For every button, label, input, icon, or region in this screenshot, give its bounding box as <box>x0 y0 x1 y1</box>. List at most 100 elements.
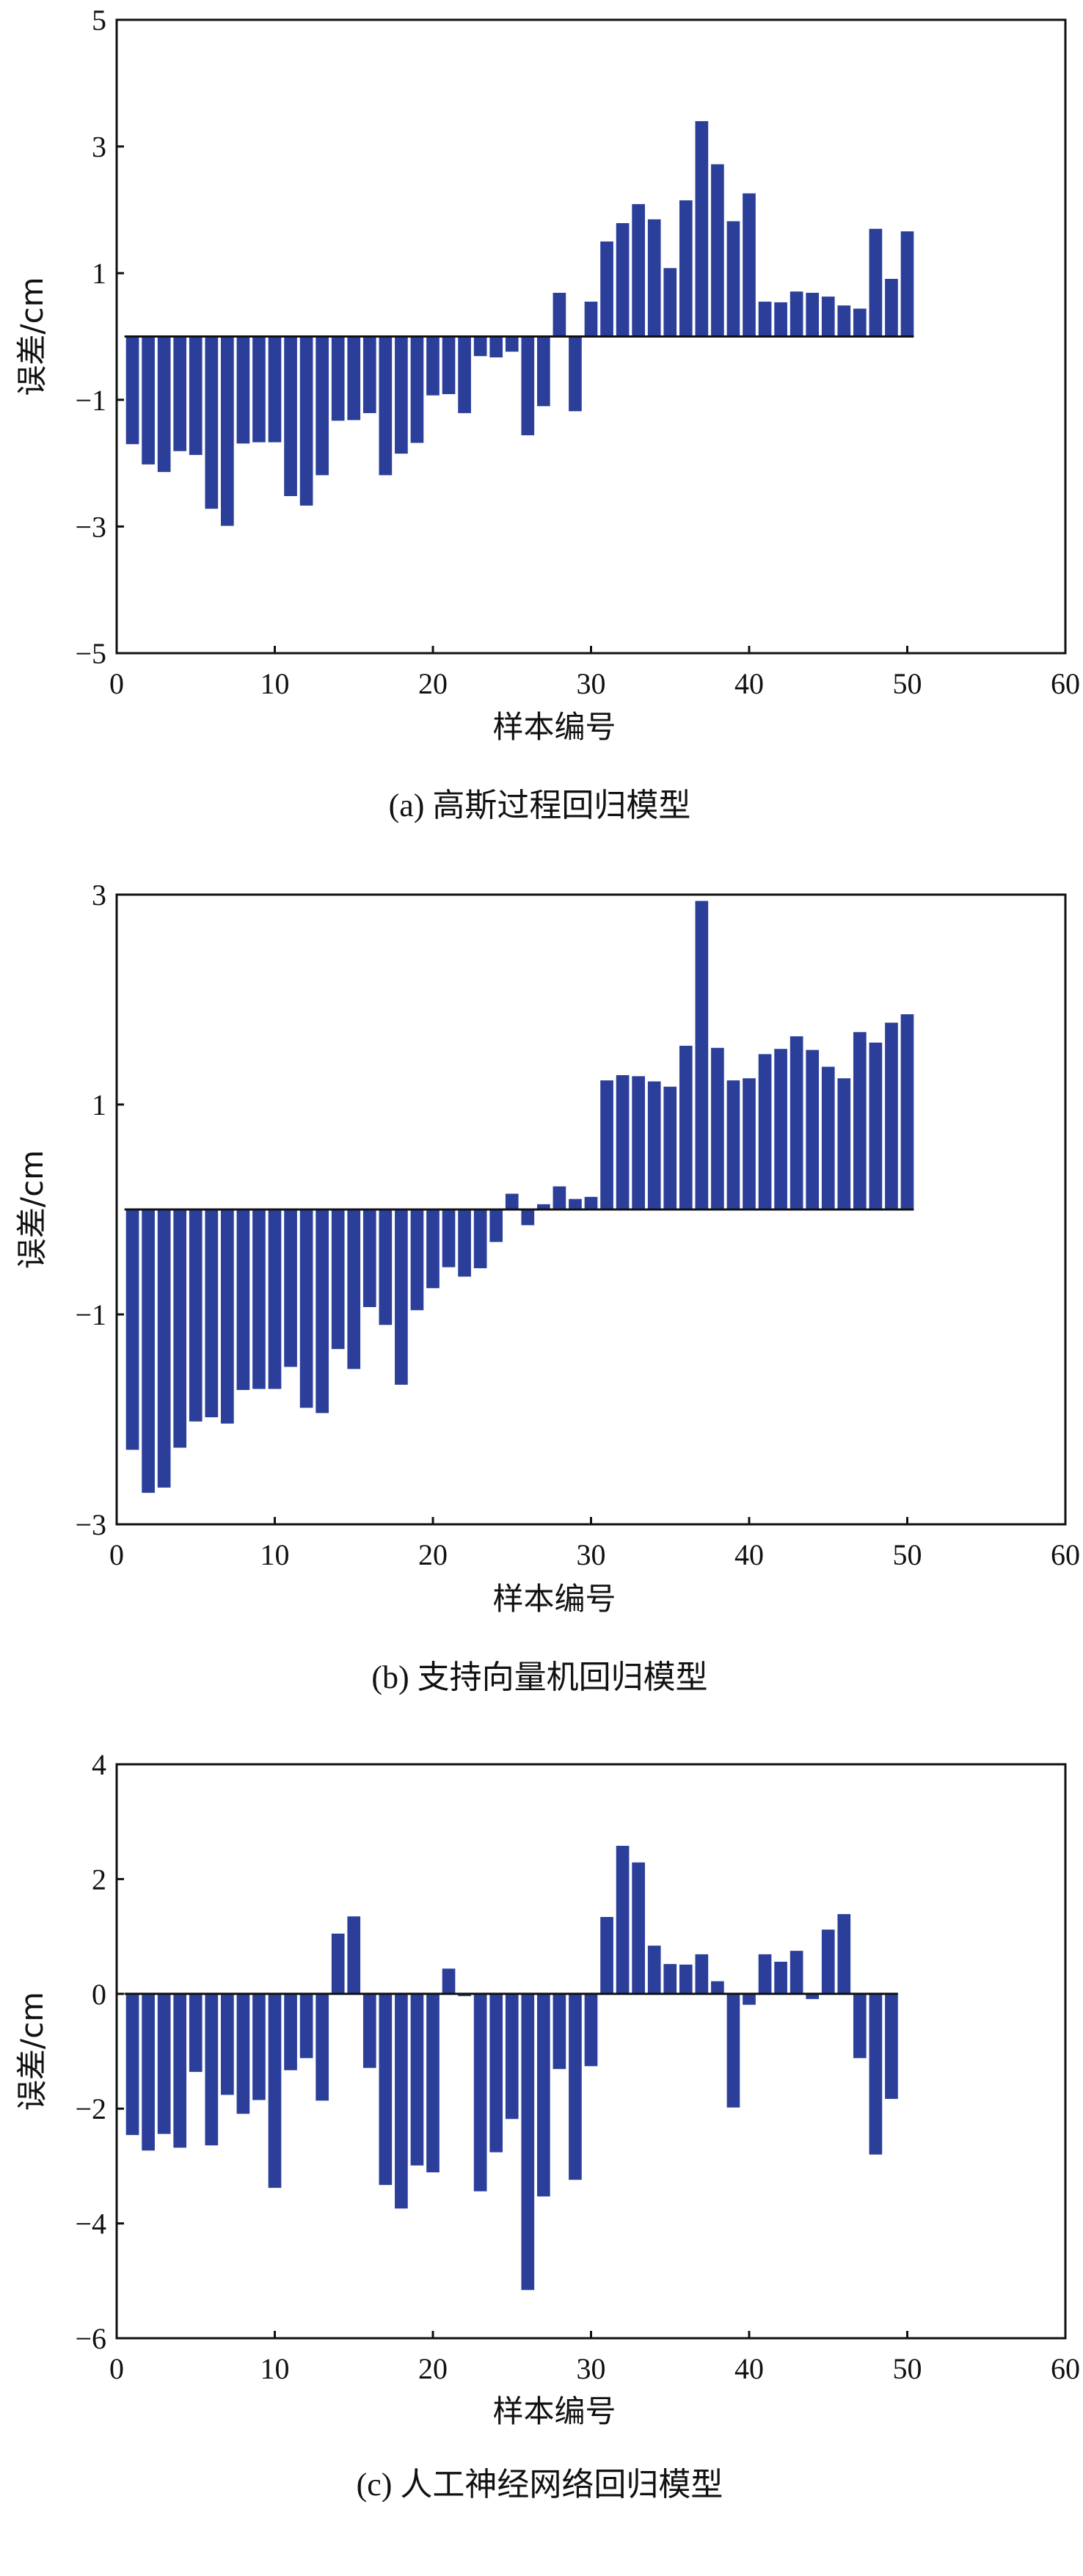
bar <box>299 1209 313 1408</box>
bar <box>743 1078 756 1209</box>
bar <box>837 1914 851 1994</box>
bar <box>236 1209 250 1390</box>
bar <box>395 1993 408 2209</box>
bar <box>790 291 803 337</box>
bar <box>695 900 709 1209</box>
bar <box>663 268 677 337</box>
bar <box>726 1080 740 1209</box>
bar <box>458 1209 471 1277</box>
x-tick-label: 0 <box>109 667 124 700</box>
bar <box>125 1209 139 1450</box>
y-tick-label: −3 <box>75 510 106 543</box>
y-axis-label: 误差/cm <box>14 1992 50 2111</box>
y-tick-label: −5 <box>75 637 106 670</box>
y-tick-label: 4 <box>92 1748 106 1781</box>
y-axis-label: 误差/cm <box>14 1150 50 1269</box>
bar <box>395 1209 408 1385</box>
bar <box>726 221 740 337</box>
bar <box>189 1209 203 1422</box>
bar <box>331 1209 345 1350</box>
y-axis-label: 误差/cm <box>14 277 50 396</box>
bar <box>869 1993 883 2155</box>
bar <box>125 336 139 445</box>
bar <box>331 336 345 421</box>
y-tick-label: −1 <box>75 1298 106 1331</box>
chart-caption: (a) 高斯过程回归模型 <box>389 787 691 823</box>
bar <box>553 292 566 337</box>
x-tick-label: 30 <box>577 2352 606 2385</box>
bar <box>125 1993 139 2136</box>
bar <box>695 121 709 337</box>
bar <box>679 1045 693 1209</box>
bar <box>473 1993 487 2191</box>
bar <box>410 1993 424 2166</box>
bar <box>790 1951 803 1994</box>
bar <box>743 193 756 337</box>
bar <box>362 336 376 413</box>
bar <box>347 336 361 421</box>
x-tick-label: 50 <box>893 2352 922 2385</box>
bar <box>142 336 155 465</box>
bar <box>236 336 250 444</box>
y-tick-label: 5 <box>92 4 106 37</box>
bar <box>426 1993 440 2173</box>
bar <box>647 219 661 337</box>
bar <box>679 1964 693 1994</box>
bar <box>347 1209 361 1369</box>
bar <box>853 308 867 337</box>
x-tick-label: 0 <box>109 1538 124 1571</box>
y-tick-label: 1 <box>92 257 106 290</box>
bar <box>885 278 898 337</box>
bar <box>553 1186 566 1209</box>
bar <box>774 1962 787 1994</box>
y-tick-label: 3 <box>92 131 106 164</box>
bar <box>410 336 424 443</box>
x-axis-label: 样本编号 <box>492 709 616 745</box>
bar <box>521 1209 535 1226</box>
bar <box>790 1036 803 1209</box>
bar <box>189 336 203 455</box>
y-tick-label: −3 <box>75 1508 106 1541</box>
x-tick-label: 20 <box>418 667 448 700</box>
bar <box>252 336 266 443</box>
chart-a: 0 10 20 30 40 50 60 −5 −3 −1 1 3 5 样本编号 误差/cm (a) 高斯过程回… <box>14 4 1080 823</box>
bar <box>316 1993 329 2101</box>
bar <box>774 1049 787 1209</box>
bar <box>142 1993 155 2151</box>
bar <box>837 305 851 337</box>
bar <box>663 1086 677 1209</box>
bar <box>473 336 487 357</box>
bar <box>442 1968 456 1994</box>
bar <box>584 1993 598 2067</box>
bar <box>142 1209 155 1493</box>
y-tick-label: 0 <box>92 1978 106 2011</box>
bar <box>426 1209 440 1289</box>
y-tick-label: −2 <box>75 2092 106 2125</box>
bar <box>711 1981 724 1994</box>
bar <box>362 1993 376 2068</box>
bar <box>299 336 313 506</box>
bar <box>458 1993 471 1996</box>
bar <box>189 1993 203 2073</box>
x-tick-label: 60 <box>1051 667 1080 700</box>
x-tick-label: 10 <box>260 1538 290 1571</box>
bar <box>347 1916 361 1994</box>
bar <box>616 1074 630 1209</box>
bar <box>395 336 408 454</box>
bar <box>362 1209 376 1307</box>
bar <box>442 336 456 395</box>
bar <box>458 336 471 413</box>
bar <box>869 228 883 337</box>
x-tick-label: 40 <box>734 2352 764 2385</box>
bar <box>221 336 234 526</box>
bar <box>221 1209 234 1424</box>
bar <box>173 1209 187 1448</box>
bar <box>268 336 282 443</box>
bar <box>157 336 171 473</box>
x-axis-label: 样本编号 <box>492 2393 616 2429</box>
bar <box>379 1209 393 1325</box>
bar <box>900 1014 914 1209</box>
bar <box>758 1054 772 1209</box>
bar <box>426 336 440 396</box>
bar <box>537 1993 550 2197</box>
